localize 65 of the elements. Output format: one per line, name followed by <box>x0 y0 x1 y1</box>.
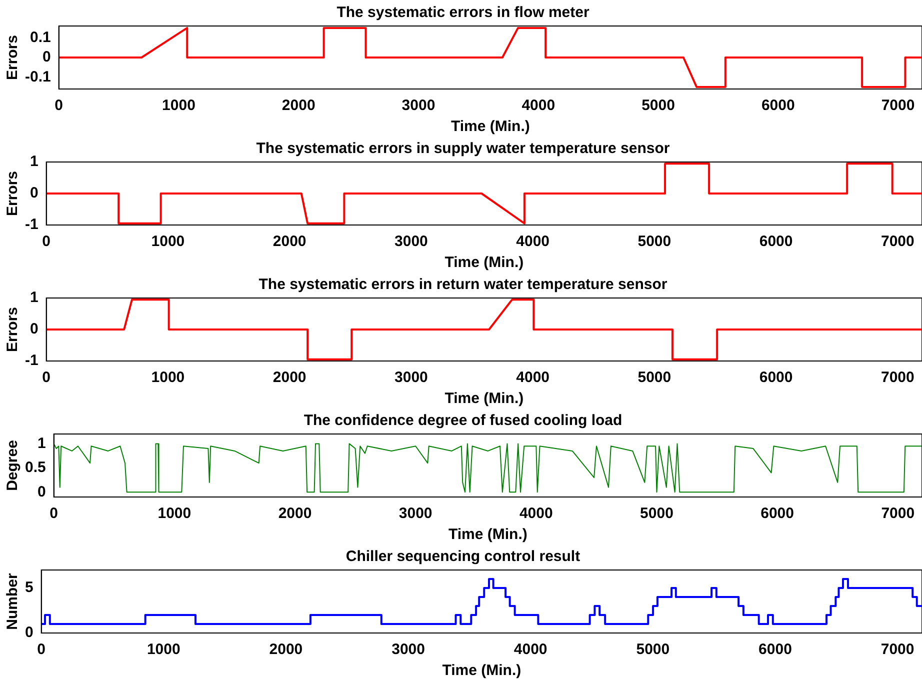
x-tick-label: 0 <box>54 97 64 114</box>
chart-title: The systematic errors in supply water temperature sensor <box>256 140 670 158</box>
x-tick-label: 2000 <box>269 641 303 658</box>
y-tick-label: 5 <box>25 579 34 596</box>
y-tick-label: 1 <box>38 434 46 452</box>
y-tick-label: -0.1 <box>24 68 51 86</box>
x-tick-label: 3000 <box>398 505 432 522</box>
x-tick-label: 1000 <box>146 641 180 658</box>
y-tick-label: -1 <box>24 216 38 234</box>
x-tick-label: 5000 <box>638 233 672 250</box>
y-tick-label: 0.5 <box>24 459 46 476</box>
chart-title: Chiller sequencing control result <box>346 548 580 566</box>
x-tick-label: 2000 <box>272 233 306 250</box>
x-tick-label: 2000 <box>278 505 312 522</box>
x-tick-label: 4000 <box>514 641 548 658</box>
x-tick-label: 6000 <box>760 505 794 522</box>
x-tick-label: 5000 <box>640 505 674 522</box>
y-tick-label: 0 <box>38 483 46 500</box>
x-tick-label: 4000 <box>516 233 550 250</box>
chart-title: The systematic errors in return water temperature sensor <box>258 276 668 294</box>
x-axis-title: Time (Min.) <box>448 526 528 544</box>
x-tick-label: 7000 <box>880 641 914 658</box>
x-tick-label: 2000 <box>282 97 316 114</box>
x-tick-label: 7000 <box>880 369 914 386</box>
x-tick-label: 6000 <box>761 97 795 114</box>
x-tick-label: 7000 <box>881 505 915 522</box>
x-axis-title: Time (Min.) <box>444 254 524 272</box>
x-tick-label: 4000 <box>522 97 556 114</box>
x-tick-label: 1000 <box>162 97 196 114</box>
x-tick-label: 3000 <box>392 641 425 658</box>
x-tick-label: 7000 <box>881 97 915 114</box>
y-tick-label: 1 <box>30 289 38 306</box>
x-tick-label: 2000 <box>272 369 306 386</box>
y-axis-title: Degree <box>4 440 22 491</box>
x-tick-label: 3000 <box>394 233 428 250</box>
x-tick-label: 5000 <box>636 641 670 658</box>
y-axis-title: Errors <box>4 306 22 352</box>
y-axis-title: Errors <box>4 34 22 80</box>
y-tick-label: 0 <box>42 48 51 66</box>
chart-title: The systematic errors in flow meter <box>336 4 590 22</box>
x-tick-label: 7000 <box>880 233 914 250</box>
y-axis-title: Number <box>4 573 22 630</box>
x-axis-title: Time (Min.) <box>442 662 522 680</box>
x-tick-label: 6000 <box>759 233 793 250</box>
x-tick-label: 1000 <box>151 369 185 386</box>
y-tick-label: 1 <box>30 153 38 170</box>
y-axis-title: Errors <box>4 170 22 216</box>
x-tick-label: 1000 <box>158 505 192 522</box>
x-tick-label: 4000 <box>519 505 553 522</box>
x-tick-label: 5000 <box>638 369 672 386</box>
y-tick-label: 0 <box>30 320 38 338</box>
x-tick-label: 4000 <box>516 369 550 386</box>
x-tick-label: 3000 <box>402 97 436 114</box>
x-tick-label: 5000 <box>642 97 675 114</box>
y-tick-label: 0.1 <box>30 28 51 46</box>
x-tick-label: 1000 <box>151 233 185 250</box>
x-axis-title: Time (Min.) <box>450 118 530 136</box>
x-axis-title: Time (Min.) <box>444 390 524 408</box>
x-tick-label: 6000 <box>759 369 793 386</box>
x-tick-label: 3000 <box>394 369 428 386</box>
x-tick-label: 6000 <box>758 641 792 658</box>
chart-title: The confidence degree of fused cooling load <box>304 412 622 430</box>
y-tick-label: -1 <box>24 352 38 370</box>
y-tick-label: 0 <box>25 624 34 642</box>
y-tick-label: 0 <box>30 184 38 202</box>
